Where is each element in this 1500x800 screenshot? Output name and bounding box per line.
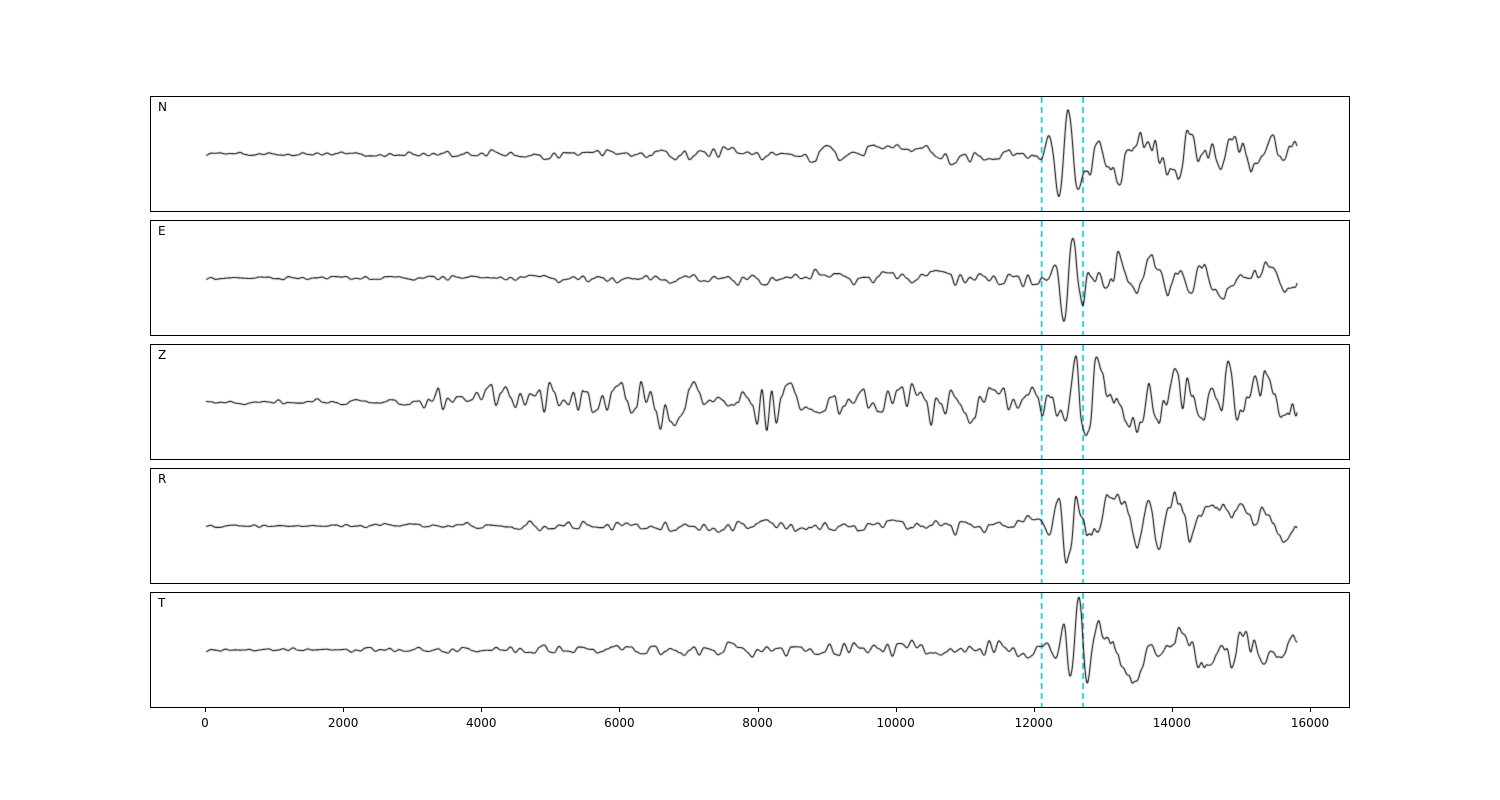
x-tick-mark [895, 708, 897, 712]
seismogram-panel-Z: Z [150, 344, 1350, 460]
seismogram-panel-N: N [150, 96, 1350, 212]
x-tick-label: 8000 [742, 716, 773, 730]
channel-label: Z [158, 348, 167, 362]
x-tick-label: 14000 [1152, 716, 1191, 730]
waveform-canvas [151, 345, 1349, 459]
seismogram-panel-T: T [150, 592, 1350, 708]
waveform-canvas [151, 221, 1349, 335]
x-tick-label: 16000 [1290, 716, 1330, 730]
x-tick-mark [343, 708, 345, 712]
x-tick-mark [481, 708, 483, 712]
x-tick-mark [1033, 708, 1035, 712]
channel-label: T [158, 596, 166, 610]
channel-label: N [158, 100, 167, 114]
x-tick-label: 6000 [604, 716, 635, 730]
x-tick-mark [1310, 708, 1311, 712]
x-tick-label: 0 [201, 716, 209, 730]
channel-label: E [158, 224, 166, 238]
x-tick-mark [619, 708, 621, 712]
waveform-canvas [151, 593, 1349, 707]
seismogram-panel-E: E [150, 220, 1350, 336]
x-tick-label: 2000 [327, 716, 359, 730]
waveform-canvas [151, 97, 1349, 211]
x-tick-mark [1171, 708, 1173, 712]
waveform-canvas [151, 469, 1349, 583]
x-tick-mark [757, 708, 759, 712]
channel-label: R [158, 472, 167, 486]
x-tick-mark [205, 708, 206, 712]
seismogram-panel-R: R [150, 468, 1350, 584]
x-tick-label: 4000 [465, 716, 497, 730]
x-tick-label: 10000 [876, 716, 915, 730]
x-tick-label: 12000 [1014, 716, 1053, 730]
